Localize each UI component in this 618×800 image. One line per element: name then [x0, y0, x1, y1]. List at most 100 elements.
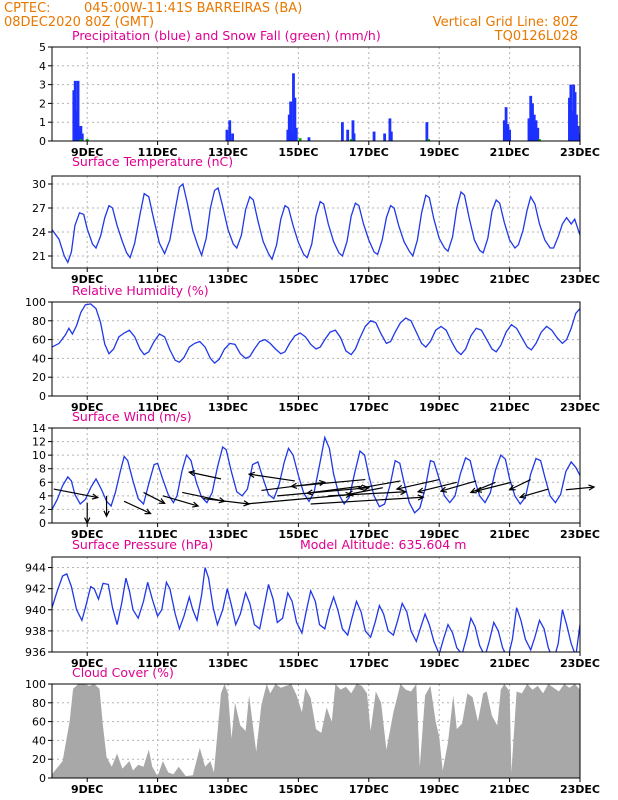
precip-bar: [572, 84, 576, 141]
wind-arrows: [53, 470, 596, 525]
header-source: CPTEC:: [4, 1, 51, 16]
precip-bar: [287, 114, 291, 141]
precip-bar: [72, 90, 76, 141]
precip-bar: [307, 137, 311, 141]
precip-bar: [532, 114, 536, 141]
precip-bar: [76, 80, 80, 141]
temperature-title: Surface Temperature (nC): [72, 154, 233, 169]
precip-bar: [504, 107, 508, 141]
wind-xtick-label: 19DEC: [419, 528, 459, 541]
wind-ytick-label: 2: [39, 503, 46, 516]
temperature-ytick-label: 27: [32, 202, 46, 215]
wind-arrow-head: [247, 471, 256, 479]
precip-bar: [79, 125, 83, 141]
pressure-xtick-label: 21DEC: [490, 657, 530, 670]
wind-arrow: [509, 479, 531, 491]
precip-bar: [346, 129, 350, 141]
precip-bar: [228, 120, 232, 141]
precip-bar: [569, 84, 573, 141]
cloud-panel: 0 20 40 60 80 100 9DEC 11DEC 13DEC 15DEC 17DEC 19DE…: [25, 665, 600, 796]
pressure-xtick-label: 19DEC: [419, 657, 459, 670]
humidity-xtick-label: 17DEC: [349, 401, 389, 414]
precip-plot: [72, 73, 580, 141]
wind-arrow-head: [416, 487, 425, 494]
humidity-line: [52, 303, 580, 364]
wind-arrow-head: [187, 470, 196, 477]
pressure-xtick-label: 13DEC: [208, 657, 248, 670]
wind-xtick-label: 21DEC: [490, 528, 530, 541]
cloud-xtick-label: 17DEC: [349, 783, 389, 796]
wind-arrow: [310, 496, 424, 505]
cloud-xtick-label: 23DEC: [560, 783, 600, 796]
wind-arrow-head: [144, 508, 152, 515]
header-code: TQ0126L028: [494, 29, 578, 44]
pressure-xtick-label: 17DEC: [349, 657, 389, 670]
humidity-xtick-label: 13DEC: [208, 401, 248, 414]
wind-arrow-head: [158, 498, 166, 504]
precip-bar: [286, 129, 290, 141]
wind-arrow: [249, 473, 295, 482]
precip-bar: [508, 129, 511, 141]
wind-arrow-head: [192, 501, 200, 508]
precip-bar: [506, 124, 510, 141]
precip-ytick-label: 5: [39, 41, 46, 54]
wind-arrow-head: [395, 484, 403, 492]
wind-arrow: [417, 481, 457, 493]
temperature-xtick-label: 19DEC: [419, 273, 459, 286]
cloud-ytick-label: 40: [32, 734, 46, 747]
temperature-plot: [52, 182, 580, 264]
wind-arrow: [328, 491, 406, 497]
wind-arrow-head: [474, 486, 483, 493]
wind-arrow: [440, 480, 477, 492]
precip-bar: [573, 92, 577, 141]
temperature-line: [52, 182, 580, 264]
precip-bar: [502, 120, 506, 141]
pressure-line: [52, 567, 580, 652]
header-location: 045:00W-11:41S BARREIRAS (BA): [84, 1, 302, 16]
pressure-title: Surface Pressure (hPa): [72, 537, 213, 552]
precip-bar: [372, 131, 376, 141]
wind-arrow: [277, 487, 369, 497]
wind-arrow-head: [103, 510, 110, 518]
wind-arrow-head: [417, 494, 425, 501]
wind-plot: [52, 435, 580, 514]
wind-xtick-label: 17DEC: [349, 528, 389, 541]
precip-bar: [293, 97, 297, 141]
precip-xtick-label: 17DEC: [349, 146, 389, 159]
humidity-ytick-label: 20: [32, 371, 46, 384]
wind-arrow: [347, 487, 383, 496]
precip-bar: [298, 138, 302, 141]
precip-ytick-label: 0: [39, 135, 46, 148]
humidity-frame: [51, 301, 581, 397]
temperature-xtick-label: 9DEC: [71, 273, 103, 286]
precip-ytick-label: 1: [39, 116, 46, 129]
wind-xtick-label: 11DEC: [138, 528, 178, 541]
temperature-xtick-label: 15DEC: [278, 273, 318, 286]
precip-bar: [389, 131, 393, 141]
wind-xtick-label: 15DEC: [278, 528, 318, 541]
temperature-xtick-label: 13DEC: [208, 273, 248, 286]
temperature-panel: 21 24 27 30 9DEC 11DEC 13DEC 15DEC 17DEC 19DEC 21D…: [32, 154, 600, 286]
pressure-frame: [51, 556, 581, 653]
humidity-xtick-label: 21DEC: [490, 401, 530, 414]
pressure-ytick-label: 944: [25, 562, 46, 575]
precip-bar: [80, 133, 84, 141]
wind-arrow-head: [289, 482, 298, 490]
humidity-panel: 0 20 40 60 80 100 9DEC 11DEC 13DEC 15DEC 17DEC 19DE…: [25, 283, 600, 414]
temperature-frame: [51, 175, 581, 269]
precip-xtick-label: 11DEC: [138, 146, 178, 159]
wind-ytick-label: 10: [32, 449, 46, 462]
pressure-ytick-label: 942: [25, 583, 46, 596]
wind-xtick-label: 9DEC: [71, 528, 103, 541]
wind-arrow-head: [318, 479, 327, 487]
precip-ytick-label: 4: [39, 60, 46, 73]
pressure-panel: 936 938 940 942 944 9DEC 11DEC 13DEC 15DEC 17DEC 1…: [25, 537, 600, 670]
precip-bar: [527, 118, 531, 141]
cloud-ytick-label: 20: [32, 753, 46, 766]
wind-ytick-label: 0: [39, 517, 46, 530]
cloud-xtick-label: 11DEC: [138, 783, 178, 796]
wind-arrow-head: [469, 487, 477, 494]
precip-title: Precipitation (blue) and Snow Fall (gree…: [72, 28, 381, 43]
precip-bar: [570, 110, 574, 141]
humidity-xtick-label: 19DEC: [419, 401, 459, 414]
